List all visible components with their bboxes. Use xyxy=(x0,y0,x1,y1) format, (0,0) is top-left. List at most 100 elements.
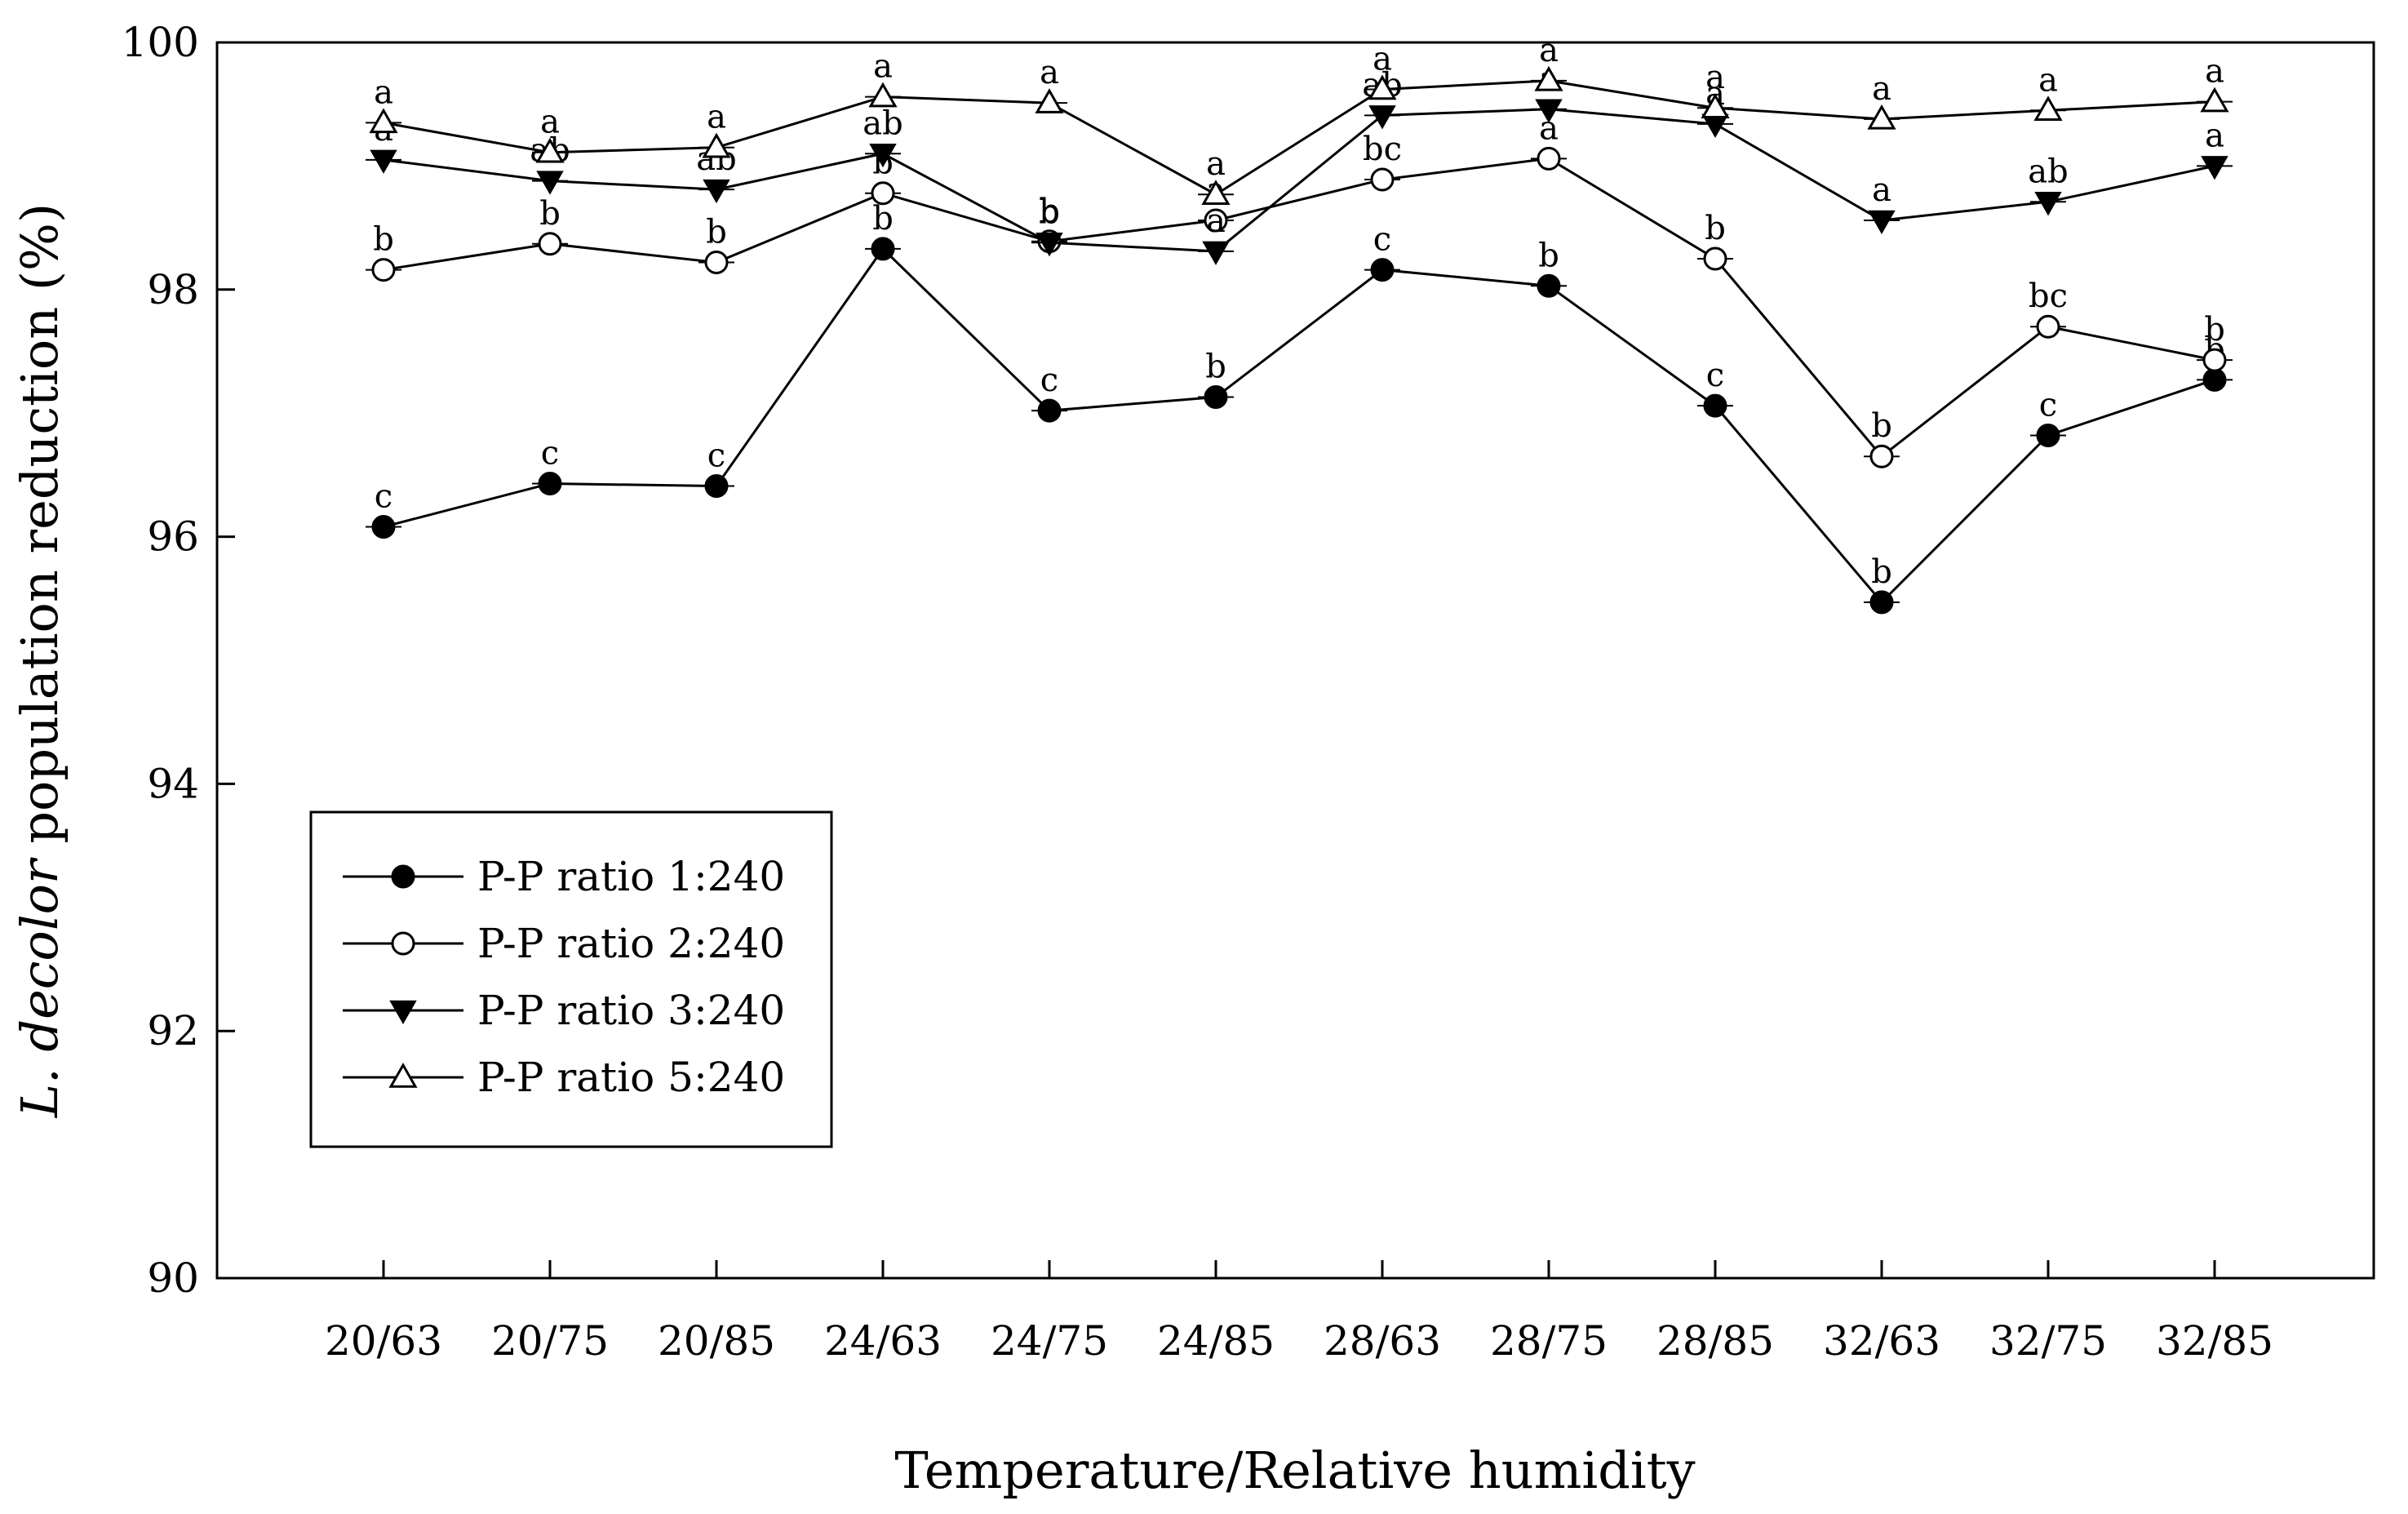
marker-filled-triangle xyxy=(370,149,397,174)
y-tick-label: 98 xyxy=(147,266,199,313)
marker-filled-circle xyxy=(391,864,415,889)
marker-open-circle xyxy=(1537,146,1561,171)
x-tick-label: 20/85 xyxy=(658,1317,775,1365)
x-tick-label: 24/63 xyxy=(824,1317,942,1365)
x-tick-label: 32/63 xyxy=(1823,1317,1940,1365)
y-axis-title: L. decolor population reduction (%) xyxy=(10,203,69,1118)
y-axis: 90 92 94 96 98 100 xyxy=(122,19,235,1302)
marker-filled-circle xyxy=(1537,273,1561,298)
marker-filled-circle xyxy=(871,237,895,261)
legend-item: P-P ratio 3:240 xyxy=(343,987,785,1034)
significance-label: b xyxy=(2204,311,2225,349)
series-2: bbbbbabcabbbcb xyxy=(366,109,2233,468)
significance-label: b xyxy=(373,221,394,259)
significance-label: a xyxy=(1539,32,1559,69)
significance-label: b xyxy=(1871,553,1892,591)
series-line xyxy=(383,246,2215,605)
marker-open-triangle xyxy=(1867,104,1896,130)
marker-open-triangle xyxy=(535,137,565,163)
marker-filled-triangle xyxy=(1202,241,1230,265)
marker-filled-circle xyxy=(1703,393,1727,418)
marker-open-triangle xyxy=(702,132,731,158)
marker-filled-triangle xyxy=(536,171,564,195)
significance-label: a xyxy=(1872,70,1891,108)
marker-open-triangle xyxy=(2033,95,2063,122)
marker-open-circle xyxy=(871,181,895,206)
significance-label: a xyxy=(540,104,560,141)
significance-label: b xyxy=(1538,237,1559,274)
marker-filled-triangle xyxy=(1368,105,1396,130)
marker-open-circle xyxy=(2202,348,2227,372)
significance-label: a xyxy=(1040,54,1059,91)
significance-label: a xyxy=(2205,117,2224,154)
significance-label: a xyxy=(873,48,893,86)
x-tick-label: 24/75 xyxy=(991,1317,1108,1365)
y-tick-label: 92 xyxy=(147,1007,199,1054)
significance-label: c xyxy=(2039,386,2057,424)
x-tick-label: 32/85 xyxy=(2156,1317,2273,1365)
x-tick-label: 20/63 xyxy=(325,1317,442,1365)
marker-filled-circle xyxy=(1869,590,1894,615)
x-tick-label: 28/75 xyxy=(1490,1317,1608,1365)
marker-filled-circle xyxy=(1037,398,1062,423)
significance-label: b xyxy=(539,195,561,233)
marker-open-triangle xyxy=(388,1062,418,1088)
plot-area xyxy=(215,41,2375,1280)
legend-item: P-P ratio 1:240 xyxy=(343,853,785,900)
marker-open-circle xyxy=(371,258,396,282)
significance-label: ab xyxy=(2028,153,2068,190)
marker-open-triangle xyxy=(2200,87,2229,113)
marker-filled-circle xyxy=(2202,367,2227,392)
marker-filled-triangle xyxy=(869,144,897,168)
series-layer: cccbcbcbcbcbbbbbbabcabbbcbaabababbaabaaa… xyxy=(366,32,2233,615)
significance-label: a xyxy=(1373,41,1392,78)
marker-open-circle xyxy=(1869,444,1894,468)
y-tick-label: 94 xyxy=(147,760,199,807)
marker-filled-triangle xyxy=(2201,156,2228,180)
marker-filled-circle xyxy=(1370,258,1395,282)
marker-filled-circle xyxy=(1204,385,1228,410)
y-tick-label: 90 xyxy=(147,1254,199,1302)
significance-label: a xyxy=(374,73,393,111)
x-tick-label: 32/75 xyxy=(1989,1317,2107,1365)
marker-open-circle xyxy=(1204,208,1228,233)
x-tick-label: 24/85 xyxy=(1157,1317,1275,1365)
x-axis-title: Temperature/Relative humidity xyxy=(894,1441,1695,1500)
y-axis-title-italic: L. decolor xyxy=(10,857,69,1118)
significance-label: a xyxy=(2205,53,2224,91)
marker-open-circle xyxy=(1703,246,1727,271)
legend-label: P-P ratio 3:240 xyxy=(477,987,785,1034)
significance-label: a xyxy=(1539,109,1559,147)
significance-label: a xyxy=(1705,59,1725,96)
x-axis: 20/63 20/75 20/85 24/63 24/75 24/85 28/63 28/75… xyxy=(325,1260,2273,1365)
legend-label: P-P ratio 1:240 xyxy=(477,853,785,900)
legend: P-P ratio 1:240 P-P ratio 2:240 P-P ratio … xyxy=(309,810,833,1148)
y-tick-label: 100 xyxy=(122,19,199,66)
series-line xyxy=(383,108,2215,253)
legend-label: P-P ratio 5:240 xyxy=(477,1054,785,1101)
significance-label: c xyxy=(707,437,725,475)
significance-label: b xyxy=(1871,407,1892,445)
significance-label: b xyxy=(706,213,727,251)
marker-open-triangle xyxy=(369,108,398,134)
marker-filled-circle xyxy=(2036,423,2060,447)
significance-label: b xyxy=(872,200,894,238)
marker-filled-circle xyxy=(371,514,396,539)
significance-label: a xyxy=(2038,61,2058,99)
marker-open-triangle xyxy=(1701,93,1730,118)
marker-open-triangle xyxy=(1534,65,1563,91)
marker-filled-circle xyxy=(704,474,729,499)
legend-item: P-P ratio 5:240 xyxy=(343,1054,785,1101)
marker-open-circle xyxy=(704,250,729,274)
y-axis-title-rest: population reduction (%) xyxy=(10,203,69,860)
significance-label: a xyxy=(1206,202,1226,240)
marker-open-circle xyxy=(538,232,562,256)
significance-label: c xyxy=(541,434,559,472)
marker-open-triangle xyxy=(1035,88,1064,113)
series-line xyxy=(383,157,2215,459)
marker-filled-triangle xyxy=(389,1000,417,1025)
significance-label: c xyxy=(375,477,392,515)
significance-label: b xyxy=(1205,349,1226,386)
